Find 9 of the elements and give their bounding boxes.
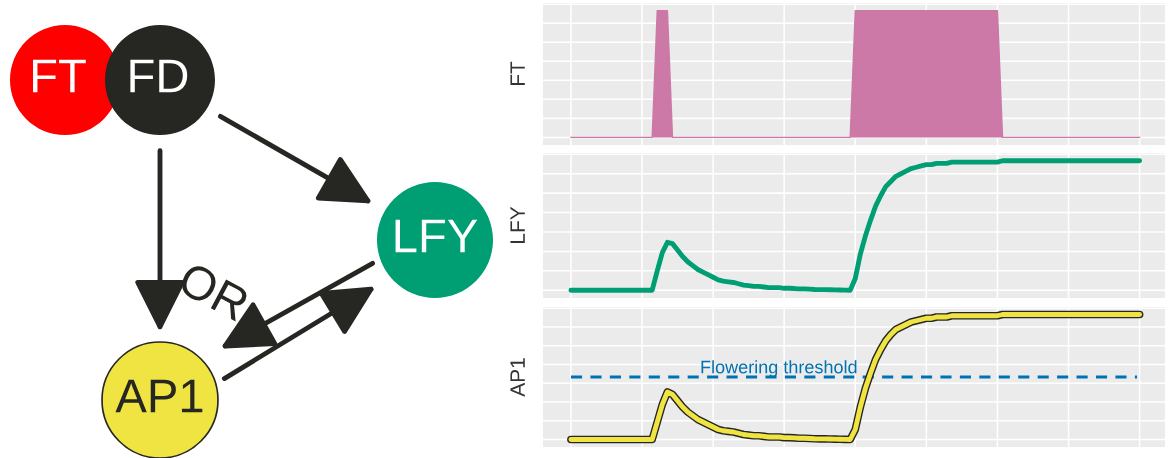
text: FT <box>33 59 86 93</box>
text: FD <box>130 59 188 93</box>
ref-line-label: Flowering threshold <box>701 360 857 377</box>
text: LFY <box>395 219 478 253</box>
y-axis-title: LFY <box>510 206 525 243</box>
text: AP1 <box>115 379 203 413</box>
y-axis-title: AP1 <box>510 358 525 397</box>
y-axis-title: FT <box>510 61 525 86</box>
text: OR <box>176 261 252 322</box>
